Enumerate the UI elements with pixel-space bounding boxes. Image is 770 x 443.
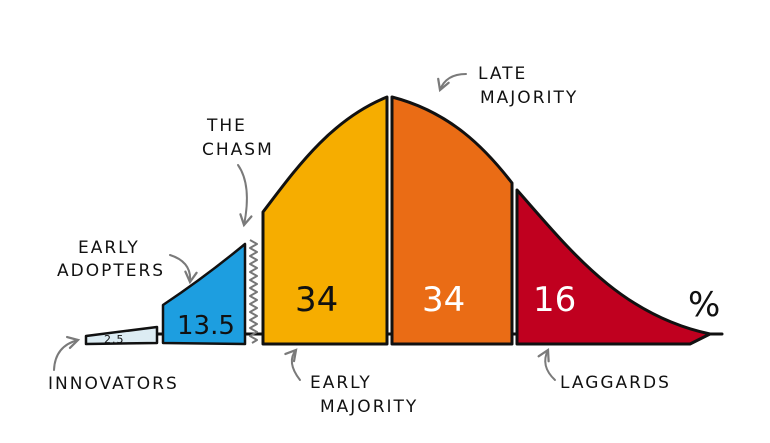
label-early-adopters-line1: EARLY [78, 238, 140, 258]
value-innovators: 2.5 [104, 333, 125, 346]
label-late-majority-line2: MAJORITY [480, 88, 578, 108]
value-late-majority: 34 [422, 280, 465, 320]
chasm-zigzag [249, 239, 258, 344]
arrow-laggards [537, 347, 556, 381]
value-early-adopters: 13.5 [177, 311, 235, 341]
value-laggards: 16 [533, 280, 576, 320]
label-early-majority-line2: MAJORITY [320, 397, 418, 417]
arrow-late-majority [437, 73, 467, 93]
segment-laggards [515, 188, 712, 346]
label-laggards: LAGGARDS [560, 373, 671, 393]
label-chasm-line1: THE [206, 116, 247, 136]
percent-symbol: % [688, 285, 720, 325]
segment-innovators [84, 325, 159, 346]
label-late-majority-line1: LATE [478, 64, 527, 84]
segment-early-majority [261, 95, 389, 346]
label-early-adopters-line2: ADOPTERS [57, 261, 165, 281]
arrow-innovators [53, 335, 81, 371]
label-innovators: INNOVATORS [48, 374, 179, 394]
value-early-majority: 34 [295, 280, 338, 320]
label-early-majority-line1: EARLY [310, 373, 372, 393]
arrow-early-adopters [169, 254, 198, 285]
segment-early-adopters [161, 242, 247, 346]
arrow-chasm [237, 164, 253, 228]
segment-late-majority [390, 95, 514, 346]
label-chasm-line2: CHASM [202, 140, 274, 160]
arrow-early-majority [284, 348, 301, 381]
